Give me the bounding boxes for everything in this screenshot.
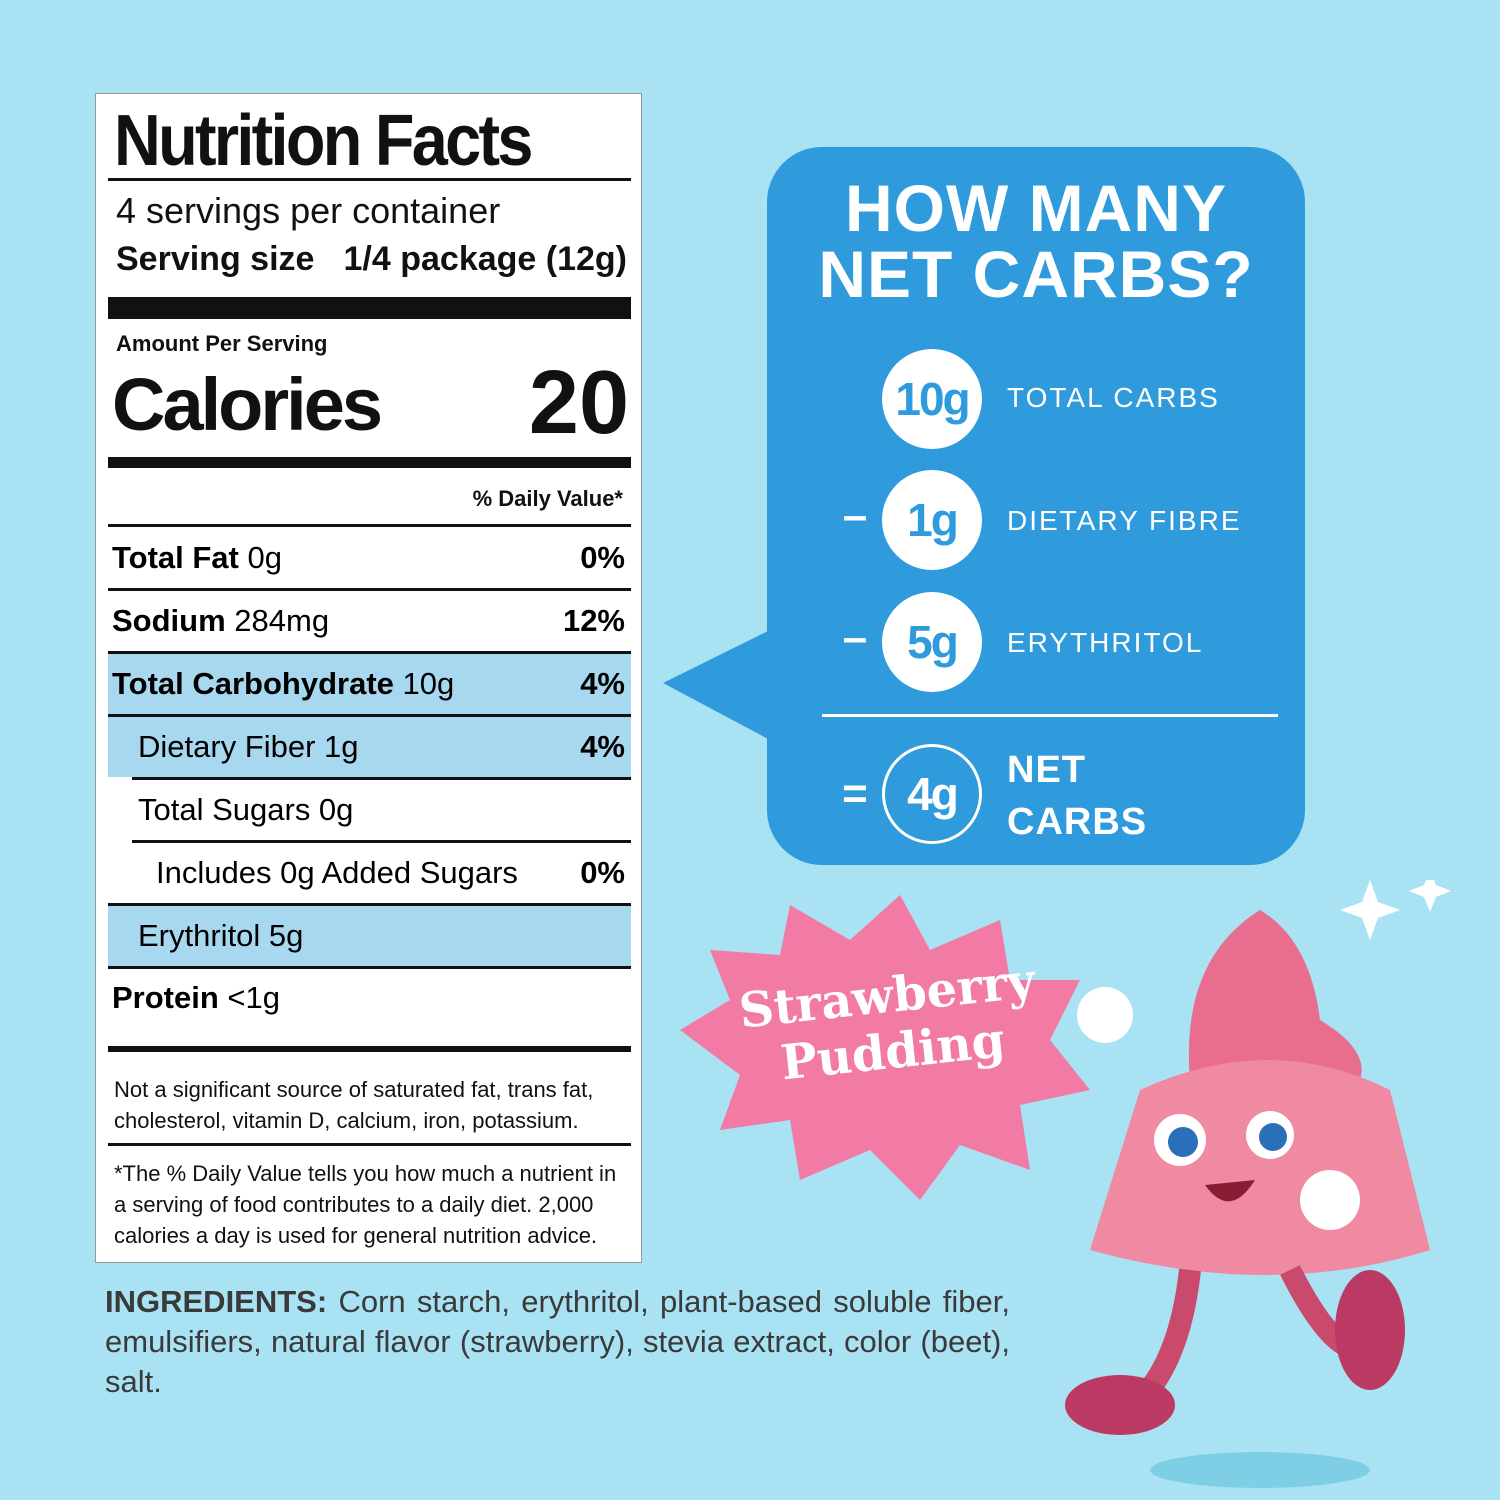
ingredients-text: Corn starch, erythritol, plant-based sol…: [105, 1284, 1010, 1399]
rule: [108, 457, 631, 468]
nutrient-name: Protein: [112, 980, 219, 1015]
nutrient-name: Dietary Fiber 1g: [138, 729, 359, 764]
rule: [132, 840, 631, 843]
rule: [108, 651, 631, 654]
title-line: NET CARBS?: [818, 237, 1254, 311]
item-label: DIETARY FIBRE: [1007, 505, 1242, 536]
rule: [108, 178, 631, 181]
nutrient-row: Sodium 284mg 12%: [108, 591, 631, 651]
amount-circle: 1g: [882, 470, 982, 570]
nutrient-row: Protein <1g: [108, 968, 631, 1028]
rule: [108, 966, 631, 969]
servings: 4 servings per container: [116, 190, 501, 231]
rule: [108, 588, 631, 591]
footnote: *The % Daily Value tells you how much a …: [114, 1161, 617, 1248]
divider: [822, 714, 1278, 717]
rule: [108, 1046, 631, 1052]
nutrient-dv: 12%: [562, 603, 625, 638]
rule: [108, 714, 631, 717]
item-label: TOTAL CARBS: [1007, 382, 1220, 413]
nutrient-name: Includes 0g Added Sugars: [156, 855, 518, 890]
nutrition-label: Nutrition Facts 4 servings per container…: [95, 93, 642, 1263]
calories-label: Calories: [112, 363, 383, 446]
nutrient-name: Total Fat: [112, 540, 239, 575]
serving-size-label: Serving size: [116, 240, 315, 278]
panel-title: HOW MANY NET CARBS?: [767, 175, 1305, 307]
nutrient-name: Total Sugars 0g: [138, 792, 354, 827]
item-label: ERYTHRITOL: [1007, 627, 1204, 658]
amount-per-serving: Amount Per Serving: [116, 331, 328, 356]
nutrient-amount: 10g: [402, 666, 455, 701]
nutrient-amount: 0g: [247, 540, 282, 575]
nutrient-dv: 4%: [580, 666, 625, 701]
bubble-pointer: [663, 630, 770, 740]
rule: [108, 1143, 631, 1146]
rule: [108, 903, 631, 906]
operator: –: [842, 613, 868, 662]
title: Nutrition Facts: [114, 101, 533, 181]
operator: =: [842, 769, 868, 818]
mascot-art: [680, 880, 1451, 1488]
ingredients-label: INGREDIENTS:: [105, 1284, 328, 1319]
rule: [132, 777, 631, 780]
nutrient-name: Erythritol 5g: [138, 918, 304, 953]
nutrient-name: Total Carbohydrate: [112, 666, 394, 701]
nutrient-dv: 0%: [580, 540, 625, 575]
dv-header: % Daily Value*: [472, 486, 623, 511]
operator: –: [842, 491, 868, 540]
nutrient-name: Sodium: [112, 603, 226, 638]
rule: [108, 297, 631, 319]
title-line: HOW MANY: [845, 171, 1227, 245]
nutrient-dv: 0%: [580, 855, 625, 890]
nutrient-dv: 4%: [580, 729, 625, 764]
amount-circle: 10g: [882, 349, 982, 449]
nutrient-row: Total Fat 0g 0%: [108, 528, 631, 588]
nutrient-row: Dietary Fiber 1g 4%: [108, 717, 631, 777]
nutrient-amount: <1g: [227, 980, 281, 1015]
net-carbs-panel: HOW MANY NET CARBS? 10g TOTAL CARBS – 1g …: [767, 147, 1305, 865]
amount-circle: 4g: [882, 744, 982, 844]
nutrient-row: Erythritol 5g: [108, 906, 631, 966]
amount-circle: 5g: [882, 592, 982, 692]
nutrient-row: Includes 0g Added Sugars 0%: [108, 843, 631, 903]
nutrient-row: Total Carbohydrate 10g 4%: [108, 654, 631, 714]
rule: [108, 524, 631, 527]
calories: 20: [528, 353, 629, 453]
ingredients: INGREDIENTS: Corn starch, erythritol, pl…: [105, 1282, 1010, 1402]
nutrient-amount: 284mg: [234, 603, 330, 638]
note: Not a significant source of saturated fa…: [114, 1077, 594, 1133]
nutrient-row: Total Sugars 0g: [108, 780, 631, 840]
serving-size: 1/4 package (12g): [343, 240, 627, 278]
item-label: NET CARBS: [1007, 749, 1148, 843]
